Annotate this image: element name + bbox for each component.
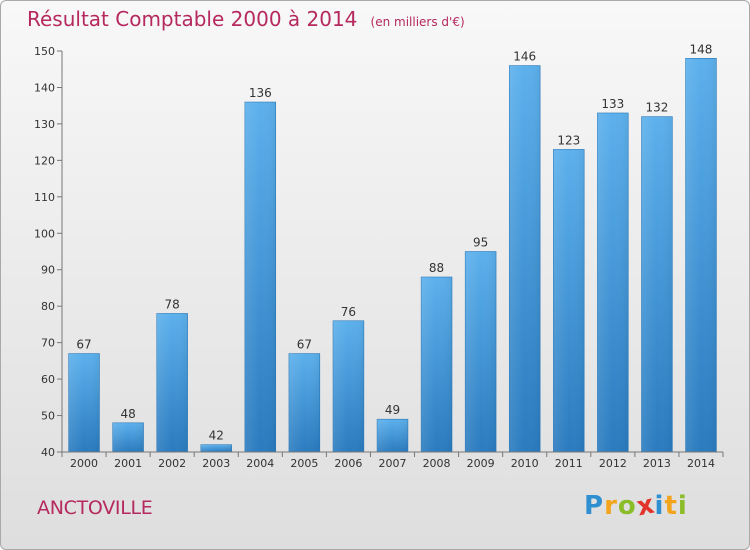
y-tick-label: 60 xyxy=(41,373,55,386)
chart-unit: (en milliers d'€) xyxy=(370,15,465,29)
bar-shine xyxy=(333,320,364,452)
bar-value-label: 78 xyxy=(165,297,180,311)
bars: 67 48 78 42 136 67 76 49 88 95 146 123 133 132 148 xyxy=(68,42,717,453)
bar-shine xyxy=(288,353,320,452)
bar-value-label: 132 xyxy=(645,101,668,115)
y-tick-label: 70 xyxy=(41,337,55,350)
y-tick-label: 90 xyxy=(41,264,55,277)
bar-value-label: 148 xyxy=(690,42,713,56)
y-tick-label: 100 xyxy=(34,227,55,240)
bar-value-label: 76 xyxy=(341,305,356,319)
bar-shine xyxy=(377,419,408,452)
x-tick-label: 2005 xyxy=(290,457,318,470)
bar-value-label: 42 xyxy=(209,429,224,443)
x-tick-label: 2014 xyxy=(687,457,715,470)
x-tick-label: 2011 xyxy=(555,457,583,470)
x-tick-label: 2008 xyxy=(423,457,451,470)
bar-shine xyxy=(597,112,629,453)
y-tick-label: 140 xyxy=(34,81,55,94)
x-tick-label: 2012 xyxy=(599,457,627,470)
logo-letter: i xyxy=(654,491,665,521)
bar-shine xyxy=(156,313,188,452)
logo-letter: i xyxy=(677,491,688,521)
bar-value-label: 136 xyxy=(249,86,272,100)
bar-shine xyxy=(244,102,276,452)
bar-value-label: 49 xyxy=(385,403,400,417)
bar-value-label: 67 xyxy=(76,338,91,352)
y-tick-label: 80 xyxy=(41,300,55,313)
bar-value-label: 48 xyxy=(120,407,135,421)
bar-shine xyxy=(553,149,585,452)
x-tick-label: 2009 xyxy=(467,457,495,470)
y-tick-label: 40 xyxy=(41,446,55,459)
y-tick-label: 110 xyxy=(34,191,55,204)
x-tick-label: 2010 xyxy=(511,457,539,470)
x-tick-label: 2013 xyxy=(643,457,671,470)
location-name: ANCTOVILLE xyxy=(37,497,153,519)
x-axis: 2000 2001 2002 2003 2004 2005 2006 2007 2008 2009… xyxy=(61,451,724,470)
bar-shine xyxy=(200,444,232,452)
bar-value-label: 146 xyxy=(513,50,536,64)
y-tick-label: 130 xyxy=(34,118,55,131)
x-tick-label: 2002 xyxy=(158,457,186,470)
bar-shine xyxy=(685,58,717,453)
bar-shine xyxy=(421,277,452,452)
x-tick-label: 2000 xyxy=(70,457,98,470)
bar-value-label: 95 xyxy=(473,236,488,250)
y-tick-label: 150 xyxy=(34,45,55,58)
bar-value-label: 123 xyxy=(557,133,580,147)
logo-letter: P xyxy=(584,491,605,521)
x-tick-label: 2007 xyxy=(379,457,407,470)
logo-letter: r xyxy=(604,491,618,521)
y-axis: 40 50 60 70 80 90 100 110 120 130 140 150 xyxy=(34,45,63,459)
bar-value-label: 133 xyxy=(601,97,624,111)
bar-shine xyxy=(641,116,673,453)
x-tick-label: 2003 xyxy=(202,457,230,470)
bar-value-label: 67 xyxy=(297,338,312,352)
logo-letter: o xyxy=(617,491,637,521)
bar-shine xyxy=(68,353,100,452)
y-tick-label: 50 xyxy=(41,410,55,423)
proxiti-logo: Proxiti xyxy=(584,489,688,522)
bar-shine xyxy=(465,251,497,452)
chart-title: Résultat Comptable 2000 à 2014 xyxy=(27,7,358,31)
logo-letter: t xyxy=(664,491,678,521)
bar-shine xyxy=(112,422,144,452)
bar-value-label: 88 xyxy=(429,261,444,275)
x-tick-label: 2004 xyxy=(246,457,274,470)
y-tick-label: 120 xyxy=(34,154,55,167)
bar-shine xyxy=(509,65,541,452)
x-tick-label: 2006 xyxy=(334,457,362,470)
x-tick-label: 2001 xyxy=(114,457,142,470)
title-row: Résultat Comptable 2000 à 2014 (en milli… xyxy=(27,7,465,31)
